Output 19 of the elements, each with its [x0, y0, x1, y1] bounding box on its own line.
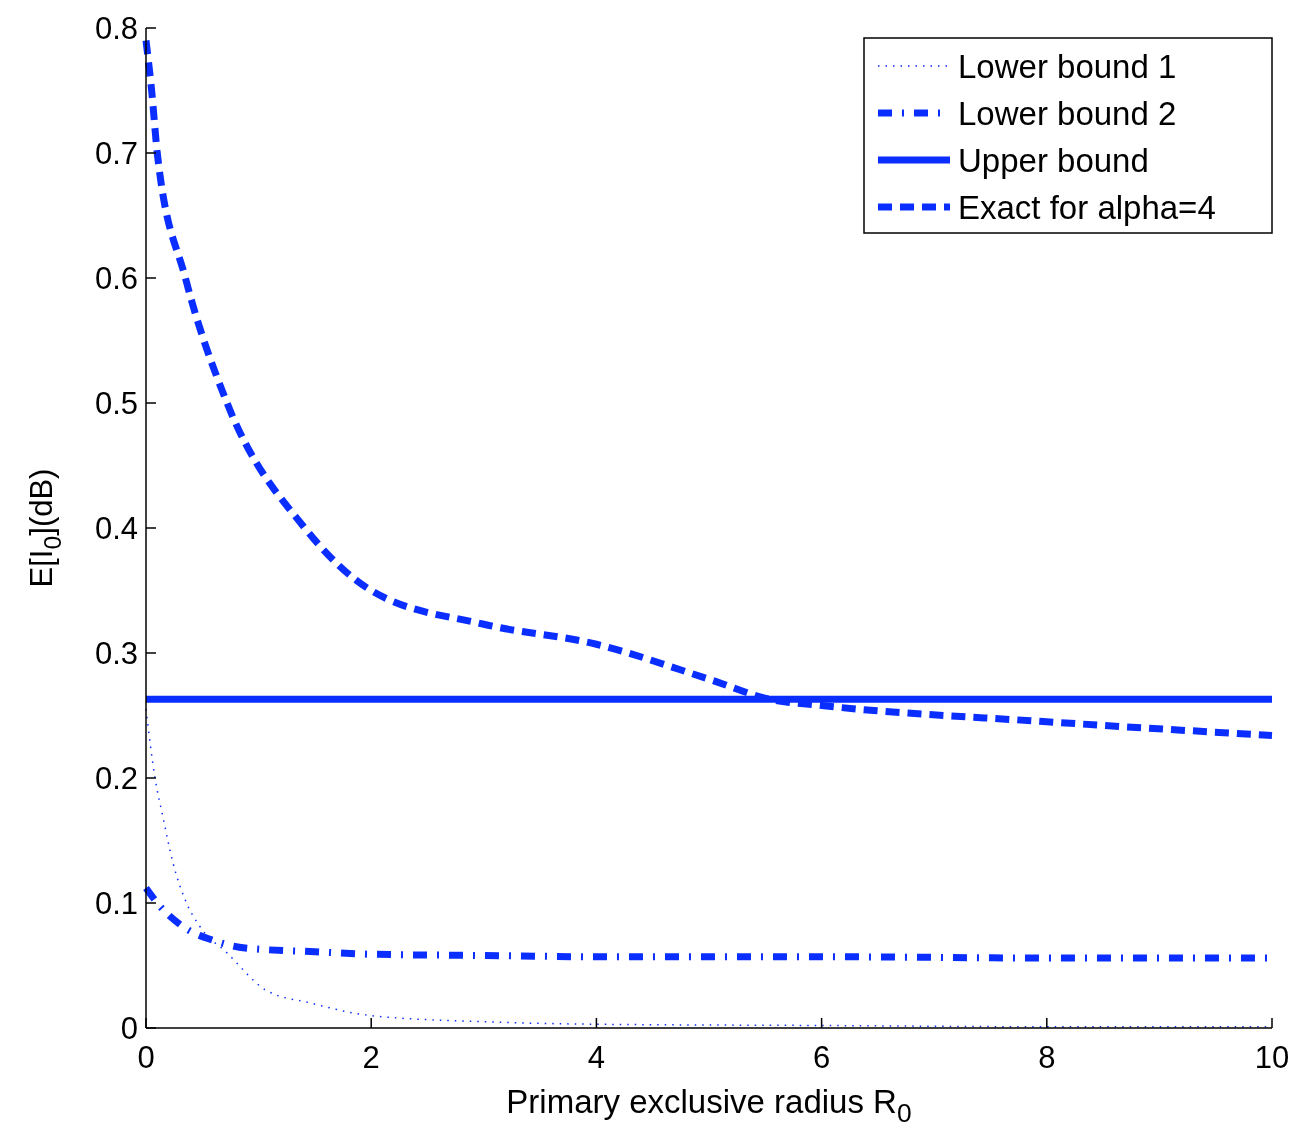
x-tick-label: 6: [812, 1040, 831, 1075]
y-tick-label: 0.4: [94, 510, 138, 546]
y-tick-label: 0.8: [94, 10, 138, 46]
legend-label: Upper bound: [958, 141, 1149, 179]
x-tick-label: 10: [1254, 1040, 1290, 1075]
y-tick-label: 0.5: [94, 385, 138, 421]
legend-label: Lower bound 2: [958, 94, 1177, 132]
x-tick-label: 2: [362, 1040, 380, 1075]
y-tick-label: 0.6: [94, 260, 138, 296]
y-tick-label: 0.1: [94, 885, 138, 921]
x-tick-label: 8: [1038, 1040, 1056, 1075]
y-tick-label: 0.2: [94, 760, 138, 796]
y-tick-label: 0.7: [94, 135, 138, 171]
y-tick-label: 0.3: [94, 635, 138, 671]
x-axis-title: Primary exclusive radius R$_{0}$: [506, 1083, 912, 1129]
x-tick-label: 4: [587, 1040, 606, 1075]
legend-label: Exact for alpha=4: [958, 188, 1216, 226]
legend-label: Lower bound 1: [958, 47, 1177, 85]
y-tick-label: 0: [120, 1010, 138, 1046]
